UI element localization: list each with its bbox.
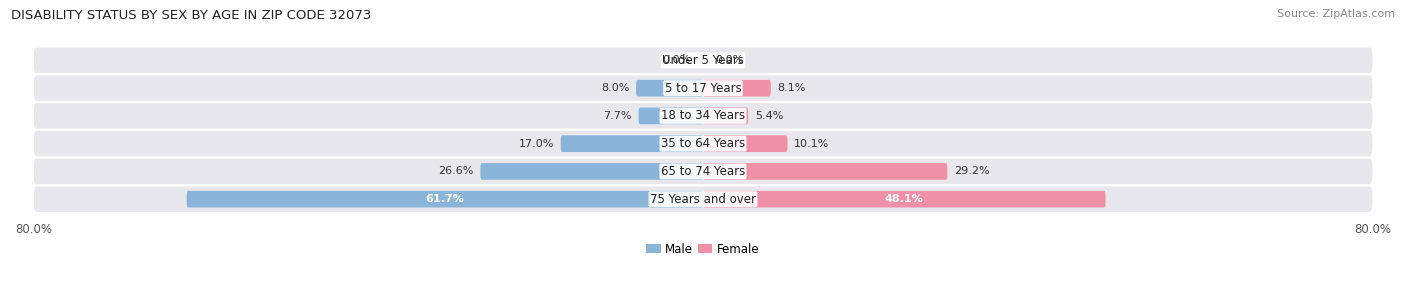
Text: 5.4%: 5.4%	[755, 111, 783, 121]
Text: 0.0%: 0.0%	[716, 55, 744, 65]
Text: 75 Years and over: 75 Years and over	[650, 193, 756, 206]
Text: 61.7%: 61.7%	[426, 194, 464, 204]
FancyBboxPatch shape	[703, 80, 770, 96]
Legend: Male, Female: Male, Female	[641, 238, 765, 260]
FancyBboxPatch shape	[34, 75, 1372, 101]
Text: 18 to 34 Years: 18 to 34 Years	[661, 109, 745, 123]
Text: 8.0%: 8.0%	[600, 83, 630, 93]
Text: 8.1%: 8.1%	[778, 83, 806, 93]
FancyBboxPatch shape	[481, 163, 703, 180]
Text: 48.1%: 48.1%	[884, 194, 924, 204]
FancyBboxPatch shape	[703, 163, 948, 180]
Text: 65 to 74 Years: 65 to 74 Years	[661, 165, 745, 178]
Text: 17.0%: 17.0%	[519, 139, 554, 149]
FancyBboxPatch shape	[34, 48, 1372, 73]
FancyBboxPatch shape	[703, 108, 748, 124]
FancyBboxPatch shape	[561, 135, 703, 152]
Text: 29.2%: 29.2%	[955, 166, 990, 176]
FancyBboxPatch shape	[636, 80, 703, 96]
FancyBboxPatch shape	[34, 131, 1372, 157]
FancyBboxPatch shape	[703, 191, 1105, 208]
Text: Source: ZipAtlas.com: Source: ZipAtlas.com	[1277, 9, 1395, 19]
Text: Under 5 Years: Under 5 Years	[662, 54, 744, 67]
FancyBboxPatch shape	[34, 103, 1372, 129]
Text: 5 to 17 Years: 5 to 17 Years	[665, 82, 741, 95]
FancyBboxPatch shape	[187, 191, 703, 208]
FancyBboxPatch shape	[34, 159, 1372, 184]
Text: 7.7%: 7.7%	[603, 111, 631, 121]
Text: 10.1%: 10.1%	[794, 139, 830, 149]
FancyBboxPatch shape	[638, 108, 703, 124]
FancyBboxPatch shape	[703, 135, 787, 152]
Text: 0.0%: 0.0%	[662, 55, 690, 65]
Text: 35 to 64 Years: 35 to 64 Years	[661, 137, 745, 150]
Text: DISABILITY STATUS BY SEX BY AGE IN ZIP CODE 32073: DISABILITY STATUS BY SEX BY AGE IN ZIP C…	[11, 9, 371, 22]
Text: 26.6%: 26.6%	[439, 166, 474, 176]
FancyBboxPatch shape	[34, 186, 1372, 212]
